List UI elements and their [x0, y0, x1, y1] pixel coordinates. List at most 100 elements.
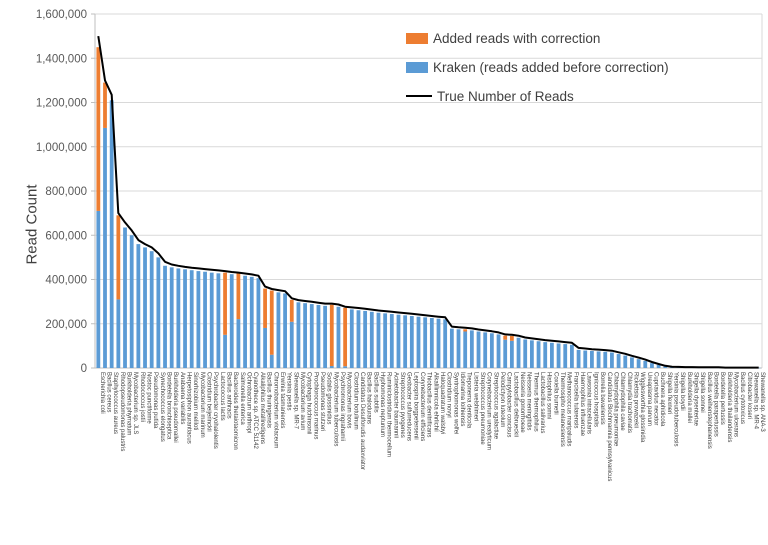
- added-reads-bar: [263, 288, 267, 328]
- kraken-bar: [416, 316, 421, 368]
- x-category-label: Shigella flexneri: [666, 372, 672, 414]
- kraken-bar: [643, 360, 648, 368]
- x-category-label: Mycobacterium bovis: [346, 372, 352, 428]
- x-category-label: Bacillus subtilis: [372, 372, 378, 413]
- kraken-bar: [509, 340, 514, 368]
- x-category-label: Rickettsia prowazekii: [632, 372, 638, 428]
- kraken-bar: [283, 293, 287, 368]
- kraken-bar: [463, 331, 468, 368]
- x-category-label: Erwinia tasmaniensis: [279, 372, 285, 428]
- y-tick-label: 800,000: [45, 186, 87, 198]
- kraken-bar: [456, 329, 461, 368]
- x-category-label: Coxiella burnetii: [552, 372, 558, 415]
- x-category-label: Shigella dysenteriae: [692, 372, 698, 427]
- x-category-label: Clostridium novyi: [446, 372, 452, 418]
- y-tick-label: 200,000: [45, 319, 87, 331]
- x-category-label: Geobacter sulfurreducens: [406, 372, 412, 441]
- x-category-label: Syntrophomonas wolfei: [452, 372, 458, 434]
- kraken-bar: [429, 317, 434, 368]
- y-axis-title: Read Count: [23, 184, 41, 265]
- y-tick-label: 0: [81, 363, 87, 375]
- x-category-label: Bacteroides thetaiotaomicron: [232, 372, 238, 450]
- kraken-bar: [363, 310, 368, 368]
- x-category-label: Bordetella bronchiseptica: [166, 372, 172, 440]
- kraken-bar: [583, 350, 588, 368]
- y-tick-label: 1,200,000: [36, 98, 87, 110]
- legend-item-added-reads: Added reads with correction: [406, 28, 669, 48]
- x-category-label: Anabaena variabilis: [179, 372, 185, 424]
- kraken-bar: [503, 339, 508, 368]
- kraken-bar: [529, 340, 534, 368]
- kraken-bar: [183, 269, 187, 368]
- added-reads-swatch-icon: [406, 32, 428, 44]
- x-category-label: Thermosipho melanesiensis: [559, 372, 565, 447]
- kraken-bar: [483, 332, 488, 368]
- x-category-label: Chlamydophila pneumoniae: [612, 372, 618, 447]
- x-category-label: Bacillus halodurans: [366, 372, 372, 424]
- kraken-bar: [623, 355, 628, 368]
- kraken-bar: [443, 319, 448, 368]
- x-category-label: Staphylococcus aureus: [112, 372, 118, 434]
- x-category-label: Yersinia pseudotuberculosis: [672, 372, 678, 447]
- kraken-bar: [236, 319, 241, 368]
- x-category-label: Bordetella parapertussis: [712, 372, 718, 437]
- x-category-label: Methanococcus maripaludis: [566, 372, 572, 446]
- kraken-bar: [343, 366, 348, 368]
- x-category-label: Bacillus weihenstephanensis: [706, 372, 712, 449]
- kraken-bar: [229, 274, 234, 368]
- x-category-label: Lawsonia intracellularis: [586, 372, 592, 434]
- kraken-bar: [249, 276, 254, 368]
- x-category-label: Leptospira borgpetersenii: [412, 372, 418, 440]
- kraken-bar: [123, 227, 127, 368]
- kraken-bar: [256, 278, 261, 368]
- y-tick-label: 1,400,000: [36, 53, 87, 65]
- kraken-bar: [329, 366, 334, 368]
- x-category-label: Synechococcus elongatus: [159, 372, 165, 442]
- x-category-label: Pseudomonas stutzeri: [319, 372, 325, 431]
- kraken-bar: [403, 315, 408, 368]
- x-category-label: Buchnera aphidicola: [659, 372, 665, 427]
- kraken-bar: [516, 337, 521, 368]
- x-category-label: Rhodococcus jostii: [139, 372, 145, 422]
- kraken-bar: [616, 354, 621, 368]
- x-category-label: Shewanella sp. ANA-3: [759, 372, 765, 432]
- kraken-bar: [496, 334, 501, 368]
- legend-label: True Number of Reads: [437, 88, 574, 104]
- legend-item-true-reads: True Number of Reads: [406, 86, 669, 106]
- x-category-label: Shewanella sp. MR-7: [292, 372, 298, 430]
- kraken-bar: [109, 100, 114, 368]
- kraken-bar: [543, 342, 548, 368]
- kraken-bar: [209, 272, 214, 368]
- x-category-label: Acinetobacter baumannii: [392, 372, 398, 438]
- kraken-bar: [116, 299, 121, 368]
- kraken-bar: [570, 344, 574, 368]
- kraken-bar: [536, 341, 541, 368]
- x-category-label: Chlamydia trachomatis: [626, 372, 632, 433]
- x-category-label: Shigella sonnei: [699, 372, 705, 413]
- kraken-bar: [549, 342, 554, 368]
- x-category-label: Cyanothece sp. ATCC 51142: [252, 372, 258, 449]
- added-reads-bar: [509, 335, 514, 341]
- x-category-label: Lactococcus lactis: [219, 372, 225, 421]
- x-category-label: Neisseria meningitidis: [526, 372, 532, 430]
- x-category-label: Burkholderia pseudomallei: [172, 372, 178, 443]
- x-category-label: Francisella tularensis: [572, 372, 578, 428]
- added-reads-bar: [236, 273, 241, 320]
- x-category-label: Sodalis glossinidius: [326, 372, 332, 424]
- kraken-bar: [376, 312, 381, 368]
- x-category-label: Burkholderia phymatum: [126, 372, 132, 435]
- kraken-bar: [156, 257, 161, 368]
- added-reads-bar: [343, 307, 348, 367]
- x-category-label: Clostridium botulinum: [352, 372, 358, 430]
- kraken-bar: [523, 339, 528, 368]
- x-category-label: Herpetosiphon aurantiacus: [186, 372, 192, 444]
- kraken-bar: [369, 311, 374, 368]
- kraken-bar: [663, 366, 668, 368]
- x-category-label: Bordetella pertussis: [719, 372, 725, 425]
- x-category-label: Ochrobactrum anthropi: [246, 372, 252, 433]
- kraken-bar: [336, 306, 341, 368]
- x-category-label: Thiobacillus denitrificans: [426, 372, 432, 437]
- added-reads-bar: [96, 47, 101, 211]
